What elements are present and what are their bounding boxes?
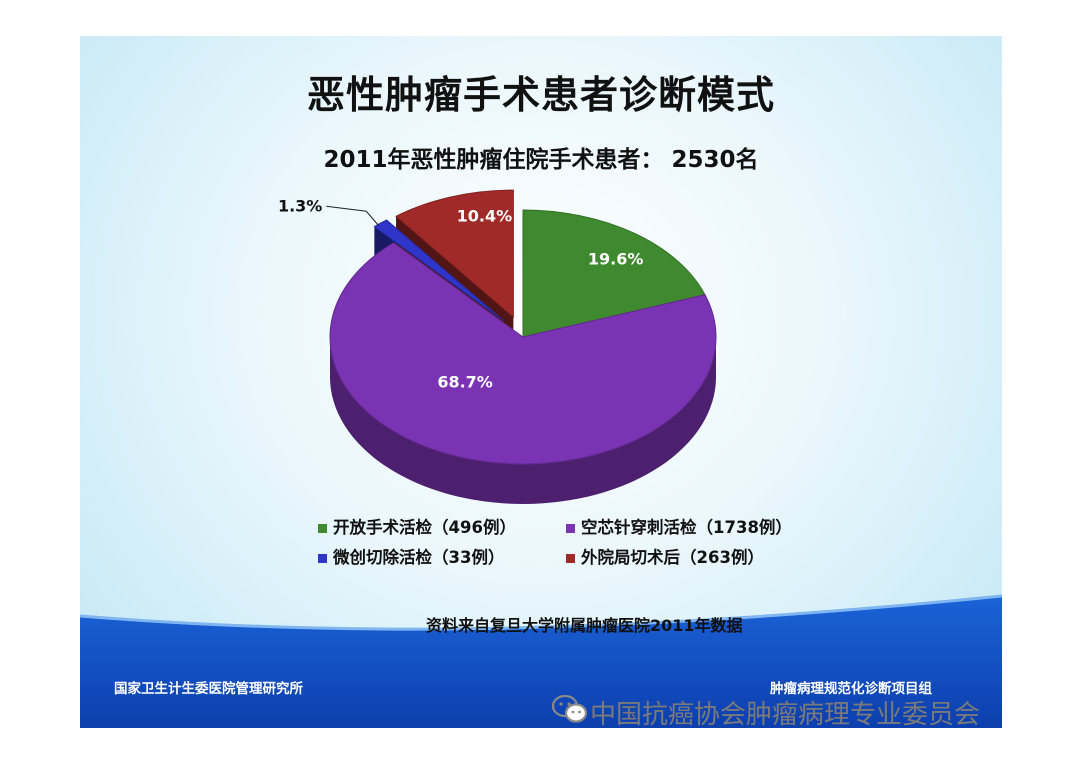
slice-label: 10.4%	[457, 207, 513, 226]
data-source-note: 资料来自复旦大学附属肿瘤医院2011年数据	[426, 616, 743, 635]
legend-swatch	[566, 554, 575, 563]
pie-chart: 19.6% 68.7% 1.3% 10.4%	[278, 189, 717, 504]
legend-label: 空芯针穿刺活检（1738例）	[581, 518, 792, 537]
legend-label: 微创切除活检（33例）	[333, 548, 505, 567]
footer-org-right: 肿瘤病理规范化诊断项目组	[770, 681, 932, 697]
legend-swatch	[318, 524, 327, 533]
pie-slice-3	[395, 189, 514, 319]
pie-slice-2	[373, 219, 505, 322]
legend-item: 外院局切术后（263例）	[566, 544, 764, 568]
legend-swatch	[566, 524, 575, 533]
slice-label: 19.6%	[588, 249, 644, 268]
pie-slice-1	[329, 242, 717, 465]
wechat-icon	[552, 694, 588, 723]
legend-label: 开放手术活检（496例）	[333, 518, 516, 537]
legend-item: 开放手术活检（496例）	[318, 514, 516, 538]
slide: 恶性肿瘤手术患者诊断模式 2011年恶性肿瘤住院手术患者： 2530名 19.6…	[80, 36, 1002, 728]
legend-item: 微创切除活检（33例）	[318, 544, 504, 568]
leader-line	[326, 205, 379, 226]
footer-org-left: 国家卫生计生委医院管理研究所	[114, 681, 303, 697]
bottom-band	[80, 594, 1002, 728]
legend-label: 外院局切术后（263例）	[581, 548, 764, 567]
slice-label: 1.3%	[278, 196, 322, 215]
legend-swatch	[318, 554, 327, 563]
slice-label: 68.7%	[437, 372, 493, 391]
chart-subtitle: 2011年恶性肿瘤住院手术患者： 2530名	[323, 147, 759, 173]
watermark-text: 中国抗癌协会肿瘤病理专业委员会	[590, 700, 981, 730]
legend-item: 空芯针穿刺活检（1738例）	[566, 514, 792, 538]
slide-title: 恶性肿瘤手术患者诊断模式	[306, 73, 775, 117]
